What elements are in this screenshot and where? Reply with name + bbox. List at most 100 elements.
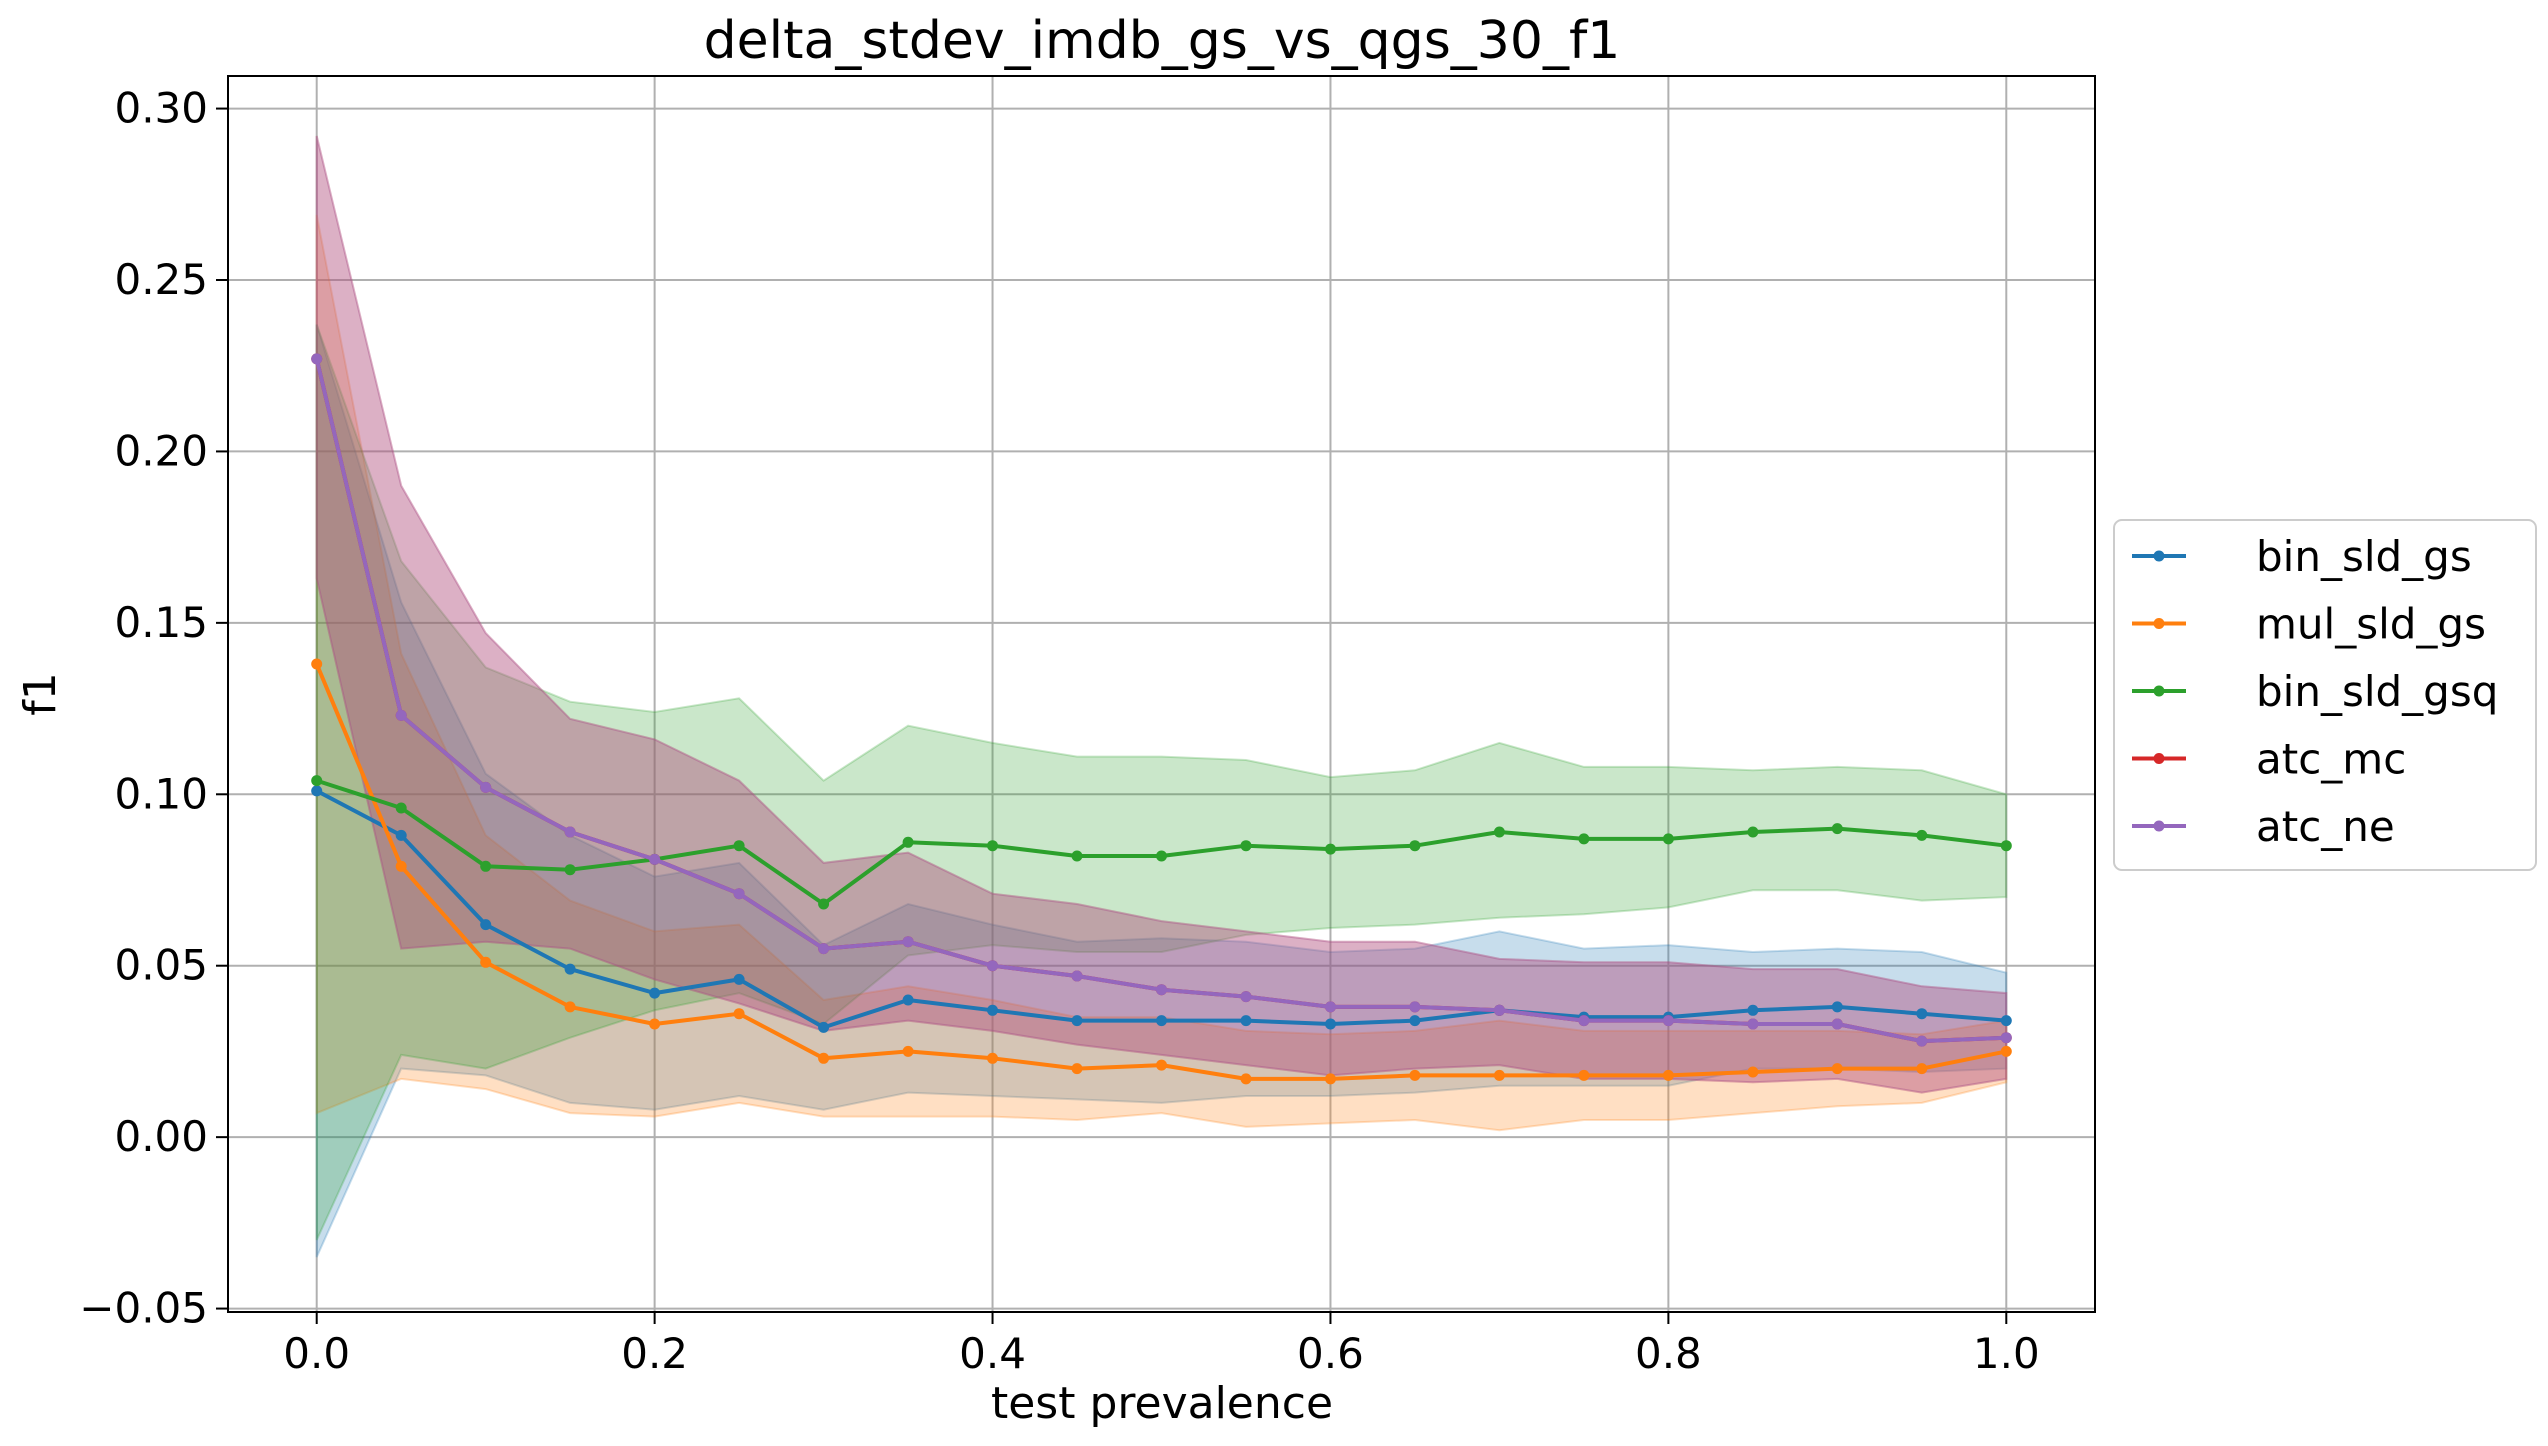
legend-label: atc_ne [2256,802,2395,851]
point-bin_sld_gs [818,1021,830,1033]
band-mul_sld_gs [315,214,2008,1132]
y-tick-label: 0.00 [114,1112,208,1161]
point-bin_sld_gs [2000,1015,2012,1027]
point-atc_ne [1578,1015,1590,1027]
point-atc_ne [1493,1004,1505,1016]
point-bin_sld_gsq [733,840,745,852]
point-mul_sld_gs [1156,1059,1167,1071]
point-atc_ne [1831,1018,1843,1030]
point-atc_ne [818,943,830,955]
legend-frame [2113,519,2537,871]
point-bin_sld_gs [1831,1001,1843,1013]
point-mul_sld_gs [1325,1073,1336,1085]
point-mul_sld_gs [1409,1069,1421,1081]
point-bin_sld_gsq [480,860,492,872]
x-tick-label: 0.6 [1297,1329,1364,1378]
point-atc_ne [902,936,914,948]
point-bin_sld_gsq [1493,826,1505,838]
point-bin_sld_gsq [1916,829,1928,841]
point-bin_sld_gsq [818,898,830,910]
point-mul_sld_gs [1831,1063,1843,1075]
y-tick-label: 0.10 [114,769,208,818]
legend-label: mul_sld_gs [2256,600,2486,649]
point-mul_sld_gs [818,1052,830,1064]
point-bin_sld_gsq [1831,823,1843,835]
point-atc_ne [987,960,998,972]
point-atc_ne [564,826,576,838]
legend-swatch-marker [2153,618,2165,629]
point-bin_sld_gs [902,994,914,1006]
point-bin_sld_gs [733,973,745,985]
point-bin_sld_gsq [395,802,407,814]
x-tick-label: 1.0 [1973,1329,2040,1378]
legend: bin_sld_gs mul_sld_gs bin_sld_gsq atc_mcatc… [2113,519,2537,871]
point-mul_sld_gs [311,658,323,670]
point-atc_ne [1156,984,1167,996]
legend-swatch-marker [2153,753,2165,764]
legend-label: atc_mc [2256,735,2406,784]
point-bin_sld_gsq [1156,850,1167,862]
point-mul_sld_gs [1916,1063,1928,1075]
point-mul_sld_gs [1662,1069,1674,1081]
y-tick-label: 0.20 [114,426,208,475]
point-mul_sld_gs [1071,1063,1083,1075]
point-bin_sld_gs [311,785,323,797]
point-bin_sld_gs [649,987,661,999]
point-atc_ne [1662,1015,1674,1027]
point-atc_ne [1325,1001,1336,1013]
point-mul_sld_gs [480,956,492,968]
point-bin_sld_gs [1747,1004,1759,1016]
legend-swatch-marker [2153,550,2165,562]
point-bin_sld_gsq [1325,843,1336,855]
x-tick-label: 0.0 [283,1329,350,1378]
point-bin_sld_gs [564,963,576,975]
y-tick-label: 0.15 [114,598,208,647]
point-bin_sld_gsq [902,836,914,848]
legend-swatch-marker [2153,820,2165,832]
point-bin_sld_gsq [1071,850,1083,862]
point-atc_ne [311,353,323,365]
point-mul_sld_gs [564,1001,576,1013]
point-mul_sld_gs [1493,1069,1505,1081]
point-bin_sld_gs [1071,1015,1083,1027]
point-atc_ne [649,853,661,865]
point-atc_ne [1409,1001,1421,1013]
point-bin_sld_gsq [1240,840,1252,852]
point-mul_sld_gs [733,1008,745,1020]
point-mul_sld_gs [1578,1069,1590,1081]
point-bin_sld_gsq [564,864,576,876]
y-axis-label: f1 [15,672,66,715]
x-tick-label: 0.4 [959,1329,1026,1378]
point-bin_sld_gs [1325,1018,1336,1030]
point-bin_sld_gs [395,829,407,841]
point-bin_sld_gsq [1747,826,1759,838]
point-mul_sld_gs [1747,1066,1759,1078]
legend-swatch-marker [2153,685,2165,697]
point-bin_sld_gs [1916,1008,1928,1020]
point-bin_sld_gsq [1662,833,1674,845]
point-mul_sld_gs [902,1045,914,1057]
point-bin_sld_gs [1409,1015,1421,1027]
point-bin_sld_gs [480,919,492,931]
point-atc_ne [1916,1035,1928,1047]
point-bin_sld_gs [987,1004,998,1016]
plot-frame [227,75,2096,1313]
point-atc_ne [395,709,407,721]
point-atc_ne [1747,1018,1759,1030]
series-lines [311,353,2012,1085]
point-bin_sld_gs [1156,1015,1167,1027]
point-mul_sld_gs [987,1052,998,1064]
x-tick-label: 0.8 [1635,1329,1702,1378]
gridlines [228,76,2095,1312]
chart-title: delta_stdev_imdb_gs_vs_qgs_30_f1 [704,11,1621,71]
point-atc_ne [1071,970,1083,982]
point-bin_sld_gsq [2000,840,2012,852]
point-mul_sld_gs [1240,1073,1252,1085]
point-atc_ne [1240,991,1252,1003]
y-tick-label: 0.25 [114,255,208,304]
x-tick-label: 0.2 [621,1329,688,1378]
legend-label: bin_sld_gsq [2256,667,2498,716]
y-tick-label: 0.30 [114,84,208,133]
y-tick-label: −0.05 [79,1284,208,1333]
